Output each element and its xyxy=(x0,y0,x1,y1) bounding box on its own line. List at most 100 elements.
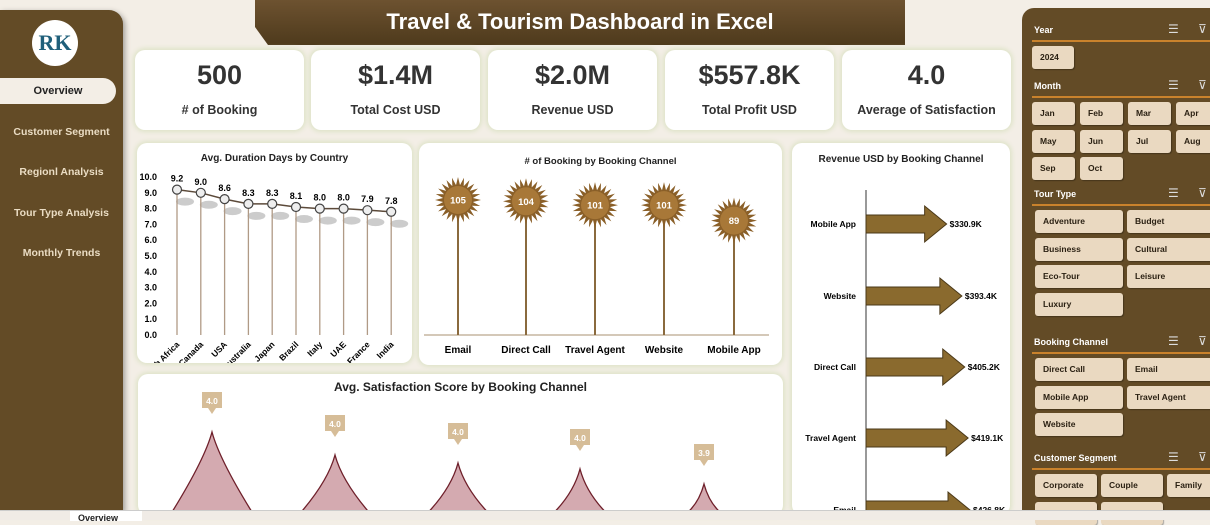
y-tick-label: Mobile App xyxy=(811,219,856,229)
sheet-tab-overview[interactable]: Overview xyxy=(70,511,142,521)
data-label-box xyxy=(325,415,345,431)
kpi-value: 4.0 xyxy=(907,60,946,90)
title-banner: Travel & Tourism Dashboard in Excel xyxy=(255,0,905,45)
slicer-item[interactable]: Jan xyxy=(1032,102,1075,125)
slicer-item[interactable]: May xyxy=(1032,129,1075,153)
chart-title: # of Booking by Booking Channel xyxy=(524,156,677,167)
kpi-value: $1.4M xyxy=(357,60,434,90)
chart-title: Revenue USD by Booking Channel xyxy=(818,154,984,165)
data-label: 8.1 xyxy=(290,191,303,201)
filter-title-booking-channel: Booking Channel xyxy=(1034,337,1108,347)
slicer-item[interactable]: Sep xyxy=(1032,157,1075,180)
multi-select-icon[interactable]: ☰ xyxy=(1168,78,1179,92)
divider xyxy=(1032,204,1210,206)
point-shadow xyxy=(318,216,337,225)
data-label: 9.0 xyxy=(195,177,208,187)
marker-core xyxy=(720,206,748,235)
y-tick-label: Travel Agent xyxy=(805,433,856,443)
slicer-item[interactable]: Business xyxy=(1035,237,1123,261)
marker-core xyxy=(444,186,472,214)
slicer-item[interactable]: Travel Agent xyxy=(1127,385,1210,409)
multi-select-icon[interactable]: ☰ xyxy=(1168,22,1179,36)
slicer-item[interactable]: Feb xyxy=(1080,102,1123,125)
slicer-item[interactable]: Family xyxy=(1167,474,1210,497)
logo: RK xyxy=(32,20,78,66)
data-point xyxy=(314,203,325,214)
tent-shape xyxy=(169,429,255,515)
data-point xyxy=(171,184,183,195)
slicer-item[interactable]: Budget xyxy=(1127,210,1210,233)
slicer-item[interactable]: Direct Call xyxy=(1035,358,1123,381)
data-label: 101 xyxy=(587,201,604,212)
x-tick-label: Canada xyxy=(176,339,205,363)
tent-shape xyxy=(297,452,373,515)
data-label: 7.8 xyxy=(385,196,398,206)
slicer-item[interactable]: Corporate xyxy=(1035,474,1097,497)
data-label: 8.0 xyxy=(314,193,327,203)
slicer-item[interactable]: Aug xyxy=(1176,129,1210,153)
slicer-item[interactable]: Mobile App xyxy=(1035,385,1123,409)
slicer-item[interactable]: Oct xyxy=(1080,157,1123,180)
nav-customer-segment[interactable]: Customer Segment xyxy=(13,126,110,138)
slicer-item[interactable]: Couple xyxy=(1101,474,1163,497)
point-shadow xyxy=(342,216,361,225)
clear-filter-icon[interactable]: ⊽ xyxy=(1198,450,1207,464)
y-tick-label: Website xyxy=(824,291,857,301)
data-point xyxy=(219,194,230,205)
data-label: 4.0 xyxy=(329,419,341,429)
chart-revenue-by-channel: Revenue USD by Booking Channel Mobile Ap… xyxy=(792,143,1010,515)
x-tick-label: UAE xyxy=(328,339,348,359)
slicer-item[interactable]: Mar xyxy=(1128,102,1171,125)
slicer-item[interactable]: Apr xyxy=(1176,102,1210,125)
data-point xyxy=(290,201,302,213)
point-shadow xyxy=(366,218,385,227)
nav-tour-type-analysis[interactable]: Tour Type Analysis xyxy=(14,207,109,219)
slicer-item[interactable]: 2024 xyxy=(1032,46,1074,69)
slicer-item[interactable]: Luxury xyxy=(1035,292,1123,316)
data-label-box xyxy=(570,429,590,445)
slicer-item[interactable]: Website xyxy=(1035,413,1123,436)
data-label: $330.9K xyxy=(950,219,983,229)
slicer-item[interactable]: Eco-Tour xyxy=(1035,265,1123,288)
slicer-item[interactable]: Cultural xyxy=(1127,237,1210,261)
nav-regional-analysis[interactable]: Regionl Analysis xyxy=(19,166,104,178)
nav-overview[interactable]: Overview xyxy=(0,78,116,104)
data-label: 3.9 xyxy=(698,448,710,458)
clear-filter-icon[interactable]: ⊽ xyxy=(1198,186,1207,200)
sidebar: RK Overview Customer Segment Regionl Ana… xyxy=(0,10,123,512)
slicer-item[interactable]: Adventure xyxy=(1035,210,1123,233)
y-tick-label: 9.0 xyxy=(144,188,157,198)
y-tick-label: Direct Call xyxy=(814,362,856,372)
data-label: 9.2 xyxy=(171,174,184,184)
divider xyxy=(1032,96,1210,98)
clear-filter-icon[interactable]: ⊽ xyxy=(1198,78,1207,92)
data-label: 7.9 xyxy=(361,194,374,204)
slicer-item[interactable]: Jul xyxy=(1128,129,1171,153)
data-point xyxy=(338,203,349,214)
revenue-arrow xyxy=(865,347,966,387)
y-tick-label: 7.0 xyxy=(144,219,157,229)
y-tick-label: 4.0 xyxy=(144,267,157,277)
series-line xyxy=(176,188,392,213)
slicer-item[interactable]: Leisure xyxy=(1127,265,1210,288)
data-label-pointer xyxy=(454,439,462,445)
divider xyxy=(1032,40,1210,42)
clear-filter-icon[interactable]: ⊽ xyxy=(1198,334,1207,348)
x-tick-label: Website xyxy=(645,345,684,356)
multi-select-icon[interactable]: ☰ xyxy=(1168,450,1179,464)
filter-panel: Year ☰ ⊽ 2024 Month ☰ ⊽ Jan Feb Mar Apr May Jun Jul Au… xyxy=(1022,8,1210,525)
slicer-item[interactable]: Jun xyxy=(1080,129,1123,153)
clear-filter-icon[interactable]: ⊽ xyxy=(1198,22,1207,36)
kpi-card: $2.0M Revenue USD xyxy=(488,50,657,130)
revenue-arrow xyxy=(865,276,963,316)
nav-monthly-trends[interactable]: Monthly Trends xyxy=(22,247,101,259)
kpi-label: Total Profit USD xyxy=(702,103,797,117)
data-label: 8.3 xyxy=(242,188,255,198)
data-label: 104 xyxy=(518,197,535,208)
multi-select-icon[interactable]: ☰ xyxy=(1168,334,1179,348)
point-shadow xyxy=(247,211,266,220)
multi-select-icon[interactable]: ☰ xyxy=(1168,186,1179,200)
kpi-value: $557.8K xyxy=(698,60,801,90)
data-label: 101 xyxy=(656,201,673,212)
slicer-item[interactable]: Email xyxy=(1127,358,1210,381)
